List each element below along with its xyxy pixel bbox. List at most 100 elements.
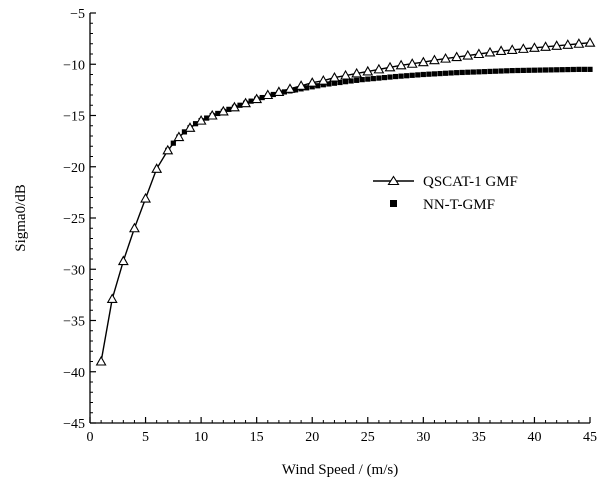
qscat-point [173, 131, 185, 142]
y-tick-label: −10 [63, 58, 85, 73]
qscat-point [162, 144, 174, 155]
nn-point [498, 68, 504, 74]
qscat-point [462, 49, 474, 60]
nn-point [587, 66, 593, 72]
legend-qscat-marker-icon [387, 175, 400, 186]
nn-point [420, 71, 426, 78]
legend-nn-marker-icon [390, 200, 397, 207]
nn-point [320, 82, 326, 88]
qscat-point [451, 51, 463, 62]
qscat-point [495, 45, 507, 55]
x-tick-label: 45 [583, 430, 597, 445]
nn-point [304, 85, 310, 91]
x-tick-label: 25 [361, 430, 375, 445]
nn-point [292, 87, 299, 93]
nn-point [326, 81, 332, 87]
nn-point [387, 74, 393, 80]
qscat-point [295, 80, 307, 90]
qscat-point [262, 89, 274, 100]
nn-point [526, 67, 532, 73]
qscat-point [506, 44, 518, 54]
x-tick-label: 15 [250, 430, 264, 445]
qscat-point [551, 40, 563, 50]
nn-point [559, 67, 565, 73]
nn-point [342, 79, 349, 85]
nn-point [437, 70, 443, 77]
nn-point [309, 84, 315, 90]
qscat-point [540, 41, 551, 51]
nn-point [415, 72, 421, 78]
nn-point [487, 68, 493, 75]
y-tick-label: −40 [63, 366, 85, 381]
qscat-point [417, 56, 429, 67]
qscat-point [573, 38, 585, 48]
nn-point [398, 73, 404, 79]
qscat-point [129, 222, 140, 233]
axes: 0 5 10 15 20 25 30 35 40 45 −45 −40 −35 −30 −25 −20 −15 −… [63, 7, 597, 445]
nn-point [565, 66, 571, 73]
qscat-point [517, 43, 529, 53]
y-tick-label: −15 [63, 110, 85, 125]
x-tick-label: 35 [472, 430, 486, 445]
qscat-point [351, 67, 363, 78]
qscat-point [206, 109, 218, 120]
nn-point [470, 69, 476, 75]
series-qscat1-gmf [95, 37, 596, 366]
x-tick-label: 30 [416, 430, 430, 445]
nn-point [404, 73, 410, 79]
qscat-point [251, 93, 263, 104]
nn-point [531, 67, 538, 73]
legend-label-nn: NN-T-GMF [423, 197, 495, 213]
qscat-point [284, 83, 296, 93]
x-tick-label: 10 [194, 430, 208, 445]
legend-label-qscat: QSCAT-1 GMF [423, 174, 518, 190]
nn-point [570, 66, 576, 73]
qscat-point [529, 42, 540, 52]
qscat-point [95, 355, 107, 366]
qscat-point [406, 58, 418, 68]
nn-point [581, 66, 588, 72]
nn-point [431, 71, 438, 77]
qscat-point [184, 122, 196, 132]
qscat-point [140, 192, 151, 203]
x-tick-label: 5 [142, 430, 149, 445]
nn-point [442, 70, 449, 76]
qscat-point [240, 97, 251, 108]
nn-point [476, 69, 482, 75]
nn-point [537, 67, 543, 73]
nn-point [554, 67, 560, 73]
nn-point [270, 91, 276, 98]
nn-point [492, 68, 499, 74]
x-tick-label: 40 [527, 430, 541, 445]
qscat-point [484, 46, 496, 57]
qscat-point [117, 255, 129, 266]
nn-point [454, 70, 460, 76]
y-tick-label: −20 [63, 161, 85, 176]
nn-point [337, 79, 343, 86]
nn-point [426, 71, 432, 77]
nn-point [465, 69, 471, 75]
qscat-point [429, 54, 440, 65]
y-axis-title: Sigma0/dB [13, 184, 29, 252]
y-tick-label: −30 [63, 263, 85, 278]
legend: QSCAT-1 GMF NN-T-GMF [373, 174, 518, 213]
x-tick-label: 0 [87, 430, 94, 445]
nn-point [459, 69, 465, 76]
nn-point [315, 83, 321, 89]
nn-point [520, 67, 526, 73]
nn-point [509, 68, 515, 74]
qscat-point [151, 163, 163, 173]
qscat-point [562, 39, 574, 49]
nn-point [392, 73, 399, 80]
nn-point [381, 74, 388, 81]
qscat-point [373, 63, 385, 74]
nn-point [348, 78, 354, 84]
nn-point [548, 67, 554, 73]
qscat-point [340, 69, 351, 80]
qscat-point [362, 65, 374, 76]
nn-point [504, 68, 510, 74]
nn-point [376, 75, 382, 81]
nn-point [281, 89, 288, 95]
nn-point [481, 69, 488, 75]
